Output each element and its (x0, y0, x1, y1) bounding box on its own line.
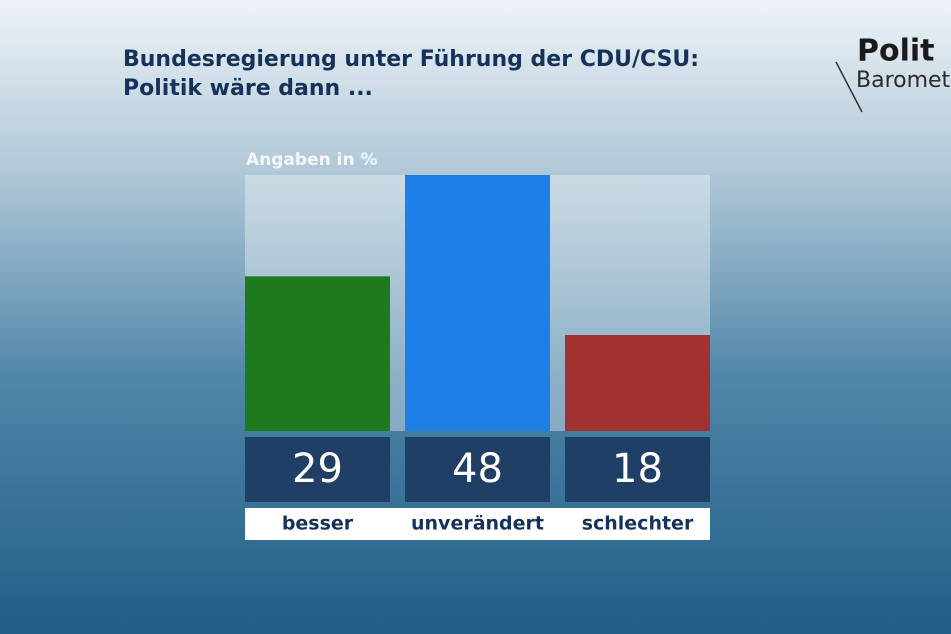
logo-text: Polit (857, 34, 935, 69)
gap-fill (550, 508, 565, 540)
value-label: 48 (452, 446, 503, 492)
value-label: 18 (612, 446, 663, 492)
value-box (245, 437, 390, 502)
bar (245, 276, 390, 431)
value-label: 29 (292, 446, 343, 492)
category-box (405, 508, 550, 540)
logo-text: Barometer (856, 68, 951, 93)
x-tick-label: unverändert (411, 513, 544, 535)
logo-stroke (835, 61, 863, 113)
chart-title: Politik wäre dann ... (123, 76, 373, 101)
category-box (245, 508, 390, 540)
value-box (405, 437, 550, 502)
gap-fill (390, 508, 405, 540)
x-tick-label: schlechter (582, 513, 694, 535)
bar (565, 335, 710, 431)
value-box (565, 437, 710, 502)
chart-title: Bundesregierung unter Führung der CDU/CS… (123, 47, 699, 72)
x-tick-label: besser (282, 513, 354, 535)
bar (405, 175, 550, 431)
category-box (565, 508, 710, 540)
subtitle: Angaben in % (246, 150, 378, 170)
